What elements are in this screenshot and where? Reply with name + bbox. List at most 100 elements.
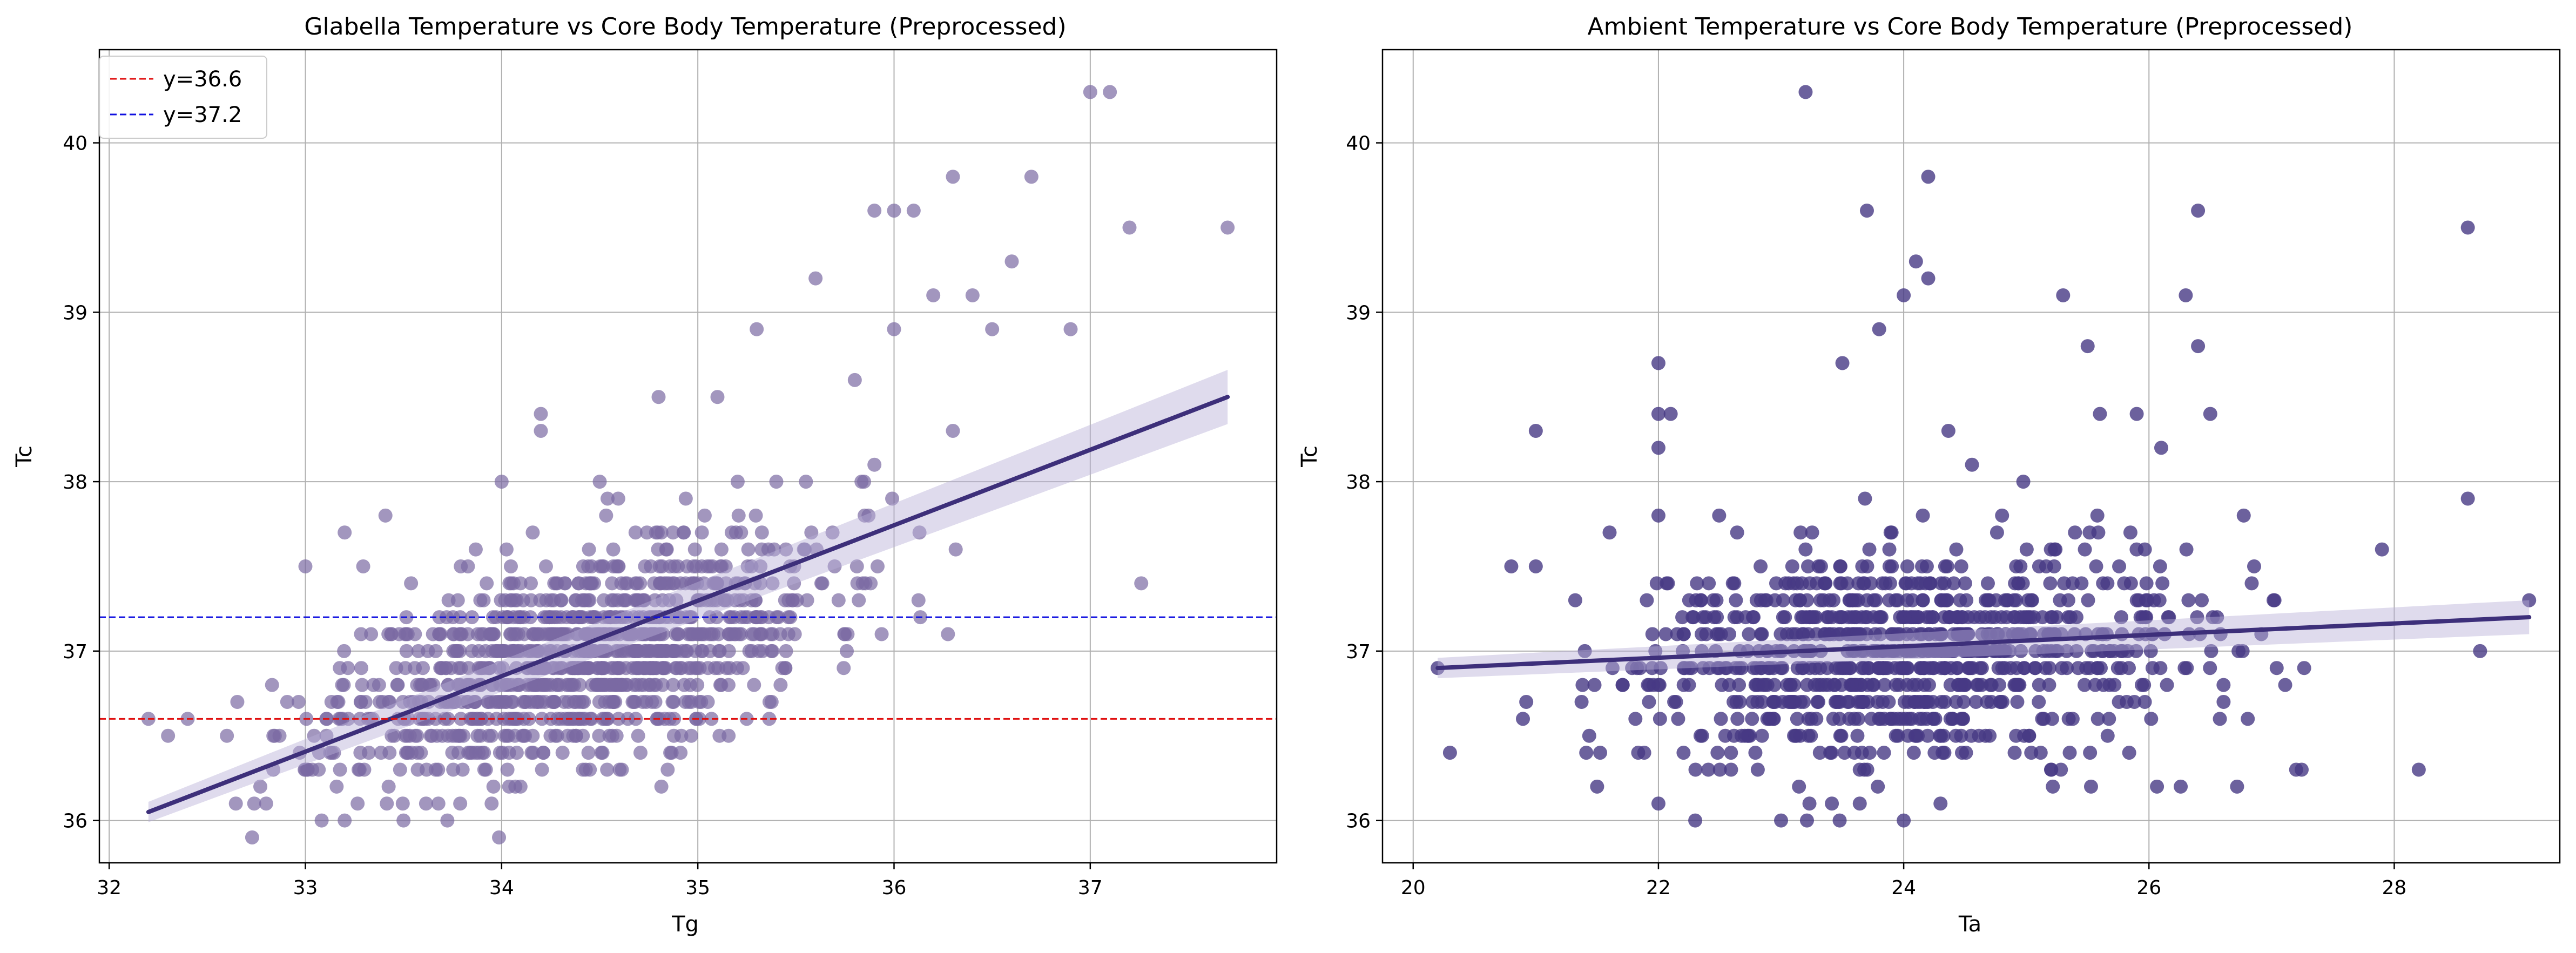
data-point <box>1842 661 1857 675</box>
data-point <box>1891 728 1905 743</box>
data-point <box>1734 728 1749 743</box>
data-point <box>606 542 621 557</box>
data-point <box>1709 627 1724 641</box>
data-point <box>2081 593 2095 607</box>
data-point <box>1642 694 1656 709</box>
data-point <box>1920 728 1935 743</box>
legend-label-y372: y=37.2 <box>163 103 242 127</box>
data-point <box>1844 678 1859 692</box>
data-point <box>354 661 368 675</box>
data-point <box>2004 661 2018 675</box>
data-point <box>690 678 705 692</box>
data-point <box>619 661 633 675</box>
data-point <box>381 779 396 794</box>
legend-box <box>99 56 267 139</box>
data-point <box>536 746 551 760</box>
data-point <box>628 525 643 540</box>
data-point <box>847 373 862 387</box>
data-point <box>471 661 486 675</box>
data-point <box>1676 627 1691 641</box>
data-point <box>639 525 654 540</box>
data-point <box>508 779 523 794</box>
data-point <box>538 559 553 573</box>
data-point <box>2244 576 2259 591</box>
data-point <box>544 593 558 607</box>
data-point <box>1641 678 1655 692</box>
data-point <box>555 746 570 760</box>
data-point <box>682 694 696 709</box>
data-point <box>724 627 739 641</box>
data-point <box>2087 644 2101 658</box>
data-point <box>2112 559 2127 573</box>
data-point <box>1792 779 1806 794</box>
data-point <box>523 576 538 591</box>
data-point <box>1122 220 1137 235</box>
data-point <box>2091 525 2106 540</box>
data-point <box>604 593 619 607</box>
data-point <box>1795 627 1810 641</box>
data-point <box>1954 559 1968 573</box>
data-point <box>2053 593 2067 607</box>
data-point <box>611 559 626 573</box>
y-tick-label: 40 <box>1346 133 1371 155</box>
data-point <box>1774 813 1789 828</box>
data-point <box>588 644 602 658</box>
data-point <box>1528 423 1543 438</box>
data-point <box>1442 746 1457 760</box>
y-tick-label: 40 <box>63 133 87 155</box>
data-point <box>2102 712 2116 726</box>
data-point <box>470 728 485 743</box>
data-point <box>779 542 793 557</box>
data-point <box>790 593 804 607</box>
data-point <box>1710 610 1724 625</box>
data-point <box>1504 559 1519 573</box>
data-point <box>631 728 645 743</box>
data-point <box>2230 779 2244 794</box>
chart-title: Glabella Temperature vs Core Body Temper… <box>304 13 1066 40</box>
data-point <box>590 661 605 675</box>
data-point <box>1974 678 1989 692</box>
data-point <box>265 678 279 692</box>
data-point <box>253 779 268 794</box>
data-point <box>2181 593 2196 607</box>
data-point <box>605 576 619 591</box>
data-point <box>247 796 261 811</box>
data-point <box>2011 576 2026 591</box>
data-point <box>451 746 466 760</box>
data-point <box>537 644 551 658</box>
data-point <box>2024 593 2039 607</box>
data-point <box>2114 644 2128 658</box>
data-point <box>765 576 780 591</box>
data-point <box>655 661 670 675</box>
data-point <box>550 627 565 641</box>
data-point <box>885 491 900 506</box>
data-point <box>161 728 176 743</box>
data-point <box>535 762 549 777</box>
data-point <box>781 627 795 641</box>
data-point <box>1932 627 1947 641</box>
data-point <box>410 678 424 692</box>
data-point <box>724 610 738 625</box>
data-point <box>1134 576 1149 591</box>
data-point <box>714 542 729 557</box>
data-point <box>411 644 426 658</box>
data-point <box>1575 678 1590 692</box>
data-point <box>312 762 326 777</box>
y-axis-label: Tc <box>1297 445 1322 468</box>
data-point <box>741 542 756 557</box>
data-point <box>667 559 682 573</box>
data-point <box>1926 712 1941 726</box>
data-point <box>831 593 846 607</box>
data-point <box>492 830 507 844</box>
data-point <box>926 288 941 302</box>
data-point <box>840 644 854 658</box>
data-point <box>1965 457 1979 472</box>
data-point <box>298 762 313 777</box>
data-point <box>2038 661 2053 675</box>
data-point <box>489 712 504 726</box>
data-point <box>554 593 569 607</box>
data-point <box>577 593 591 607</box>
data-point <box>1877 678 1892 692</box>
